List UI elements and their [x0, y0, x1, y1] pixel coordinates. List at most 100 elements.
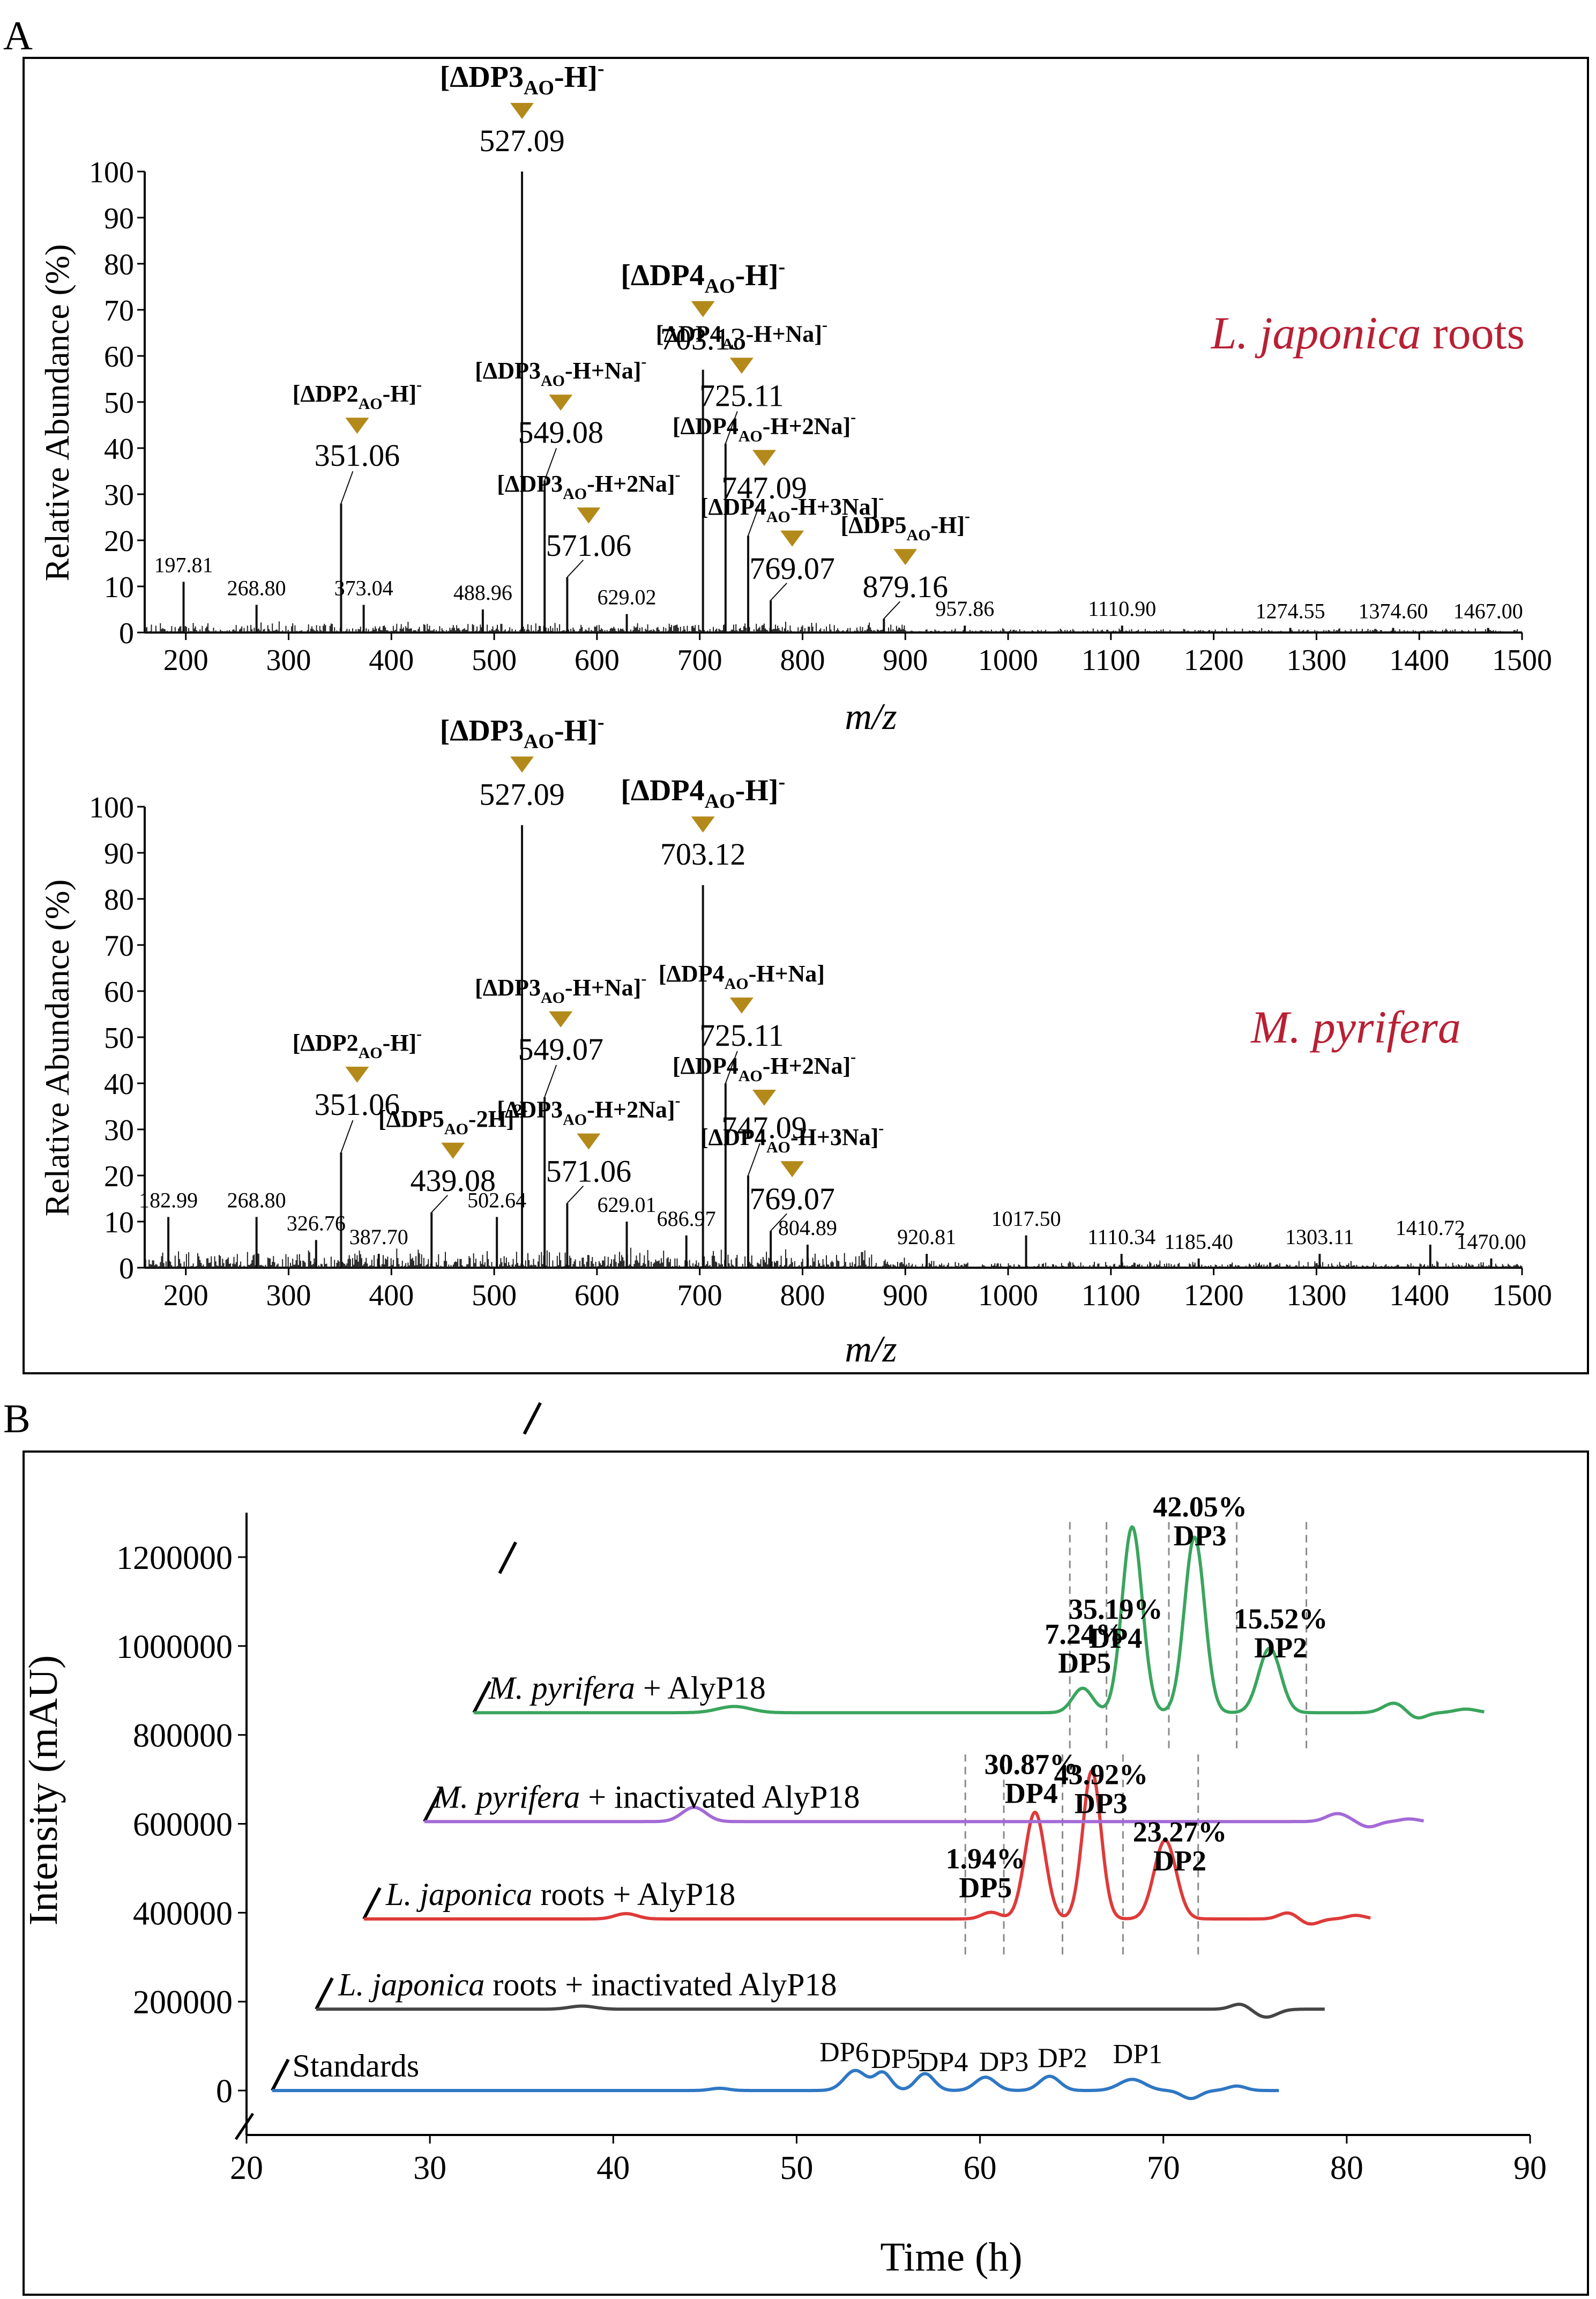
peak-mz-label: 1410.72 [1396, 1216, 1465, 1240]
peak-mz-label: 725.11 [699, 1018, 784, 1053]
noise-baseline [145, 1247, 1523, 1268]
series-label: M. pyrifera + AlyP18 [488, 1670, 766, 1706]
ion-label-main: [ΔDP4 [621, 259, 704, 292]
ion-label-rest: -H] [554, 714, 598, 747]
ion-label-rest: -H] [735, 774, 779, 807]
spectrum-l-japonica: 0 10 20 30 40 50 60 70 80 90 100 200 300 400 500 600 700… [38, 57, 1552, 738]
peak-dp-label: DP5 [1058, 1647, 1111, 1679]
y-tick-label: 50 [104, 1022, 134, 1055]
peak-mz-label: 920.81 [897, 1225, 956, 1249]
ion-label: [ΔDP4AO-H+2Na]- [673, 1048, 856, 1085]
offset-dash-mark [423, 1789, 442, 1822]
ion-marker-icon [780, 1161, 804, 1178]
x-tick-label: 1100 [1082, 1279, 1140, 1312]
x-tick-label: 1400 [1389, 1279, 1449, 1312]
ion-label-sub: AO [906, 526, 930, 544]
y-tick-label: 60 [104, 340, 134, 374]
axis-break-mark [234, 2112, 255, 2140]
peak-dp-label: DP6 [819, 2037, 869, 2067]
ion-marker-icon [510, 103, 534, 119]
ion-label-rest: -H] [735, 259, 779, 292]
ion-label-charge: - [675, 466, 681, 483]
x-axis-title: Time (h) [880, 2235, 1022, 2280]
y-tick-label: 0 [119, 617, 134, 650]
y-tick-label: 0 [216, 2073, 233, 2110]
peak-dp-label: DP3 [1174, 1520, 1227, 1552]
ion-label-charge: - [416, 376, 422, 393]
x-tick-label: 1300 [1286, 644, 1346, 677]
ion-label-sub: AO [359, 395, 383, 413]
y-tick-label: 100 [89, 156, 134, 189]
series-label-rest: Standards [293, 2048, 420, 2084]
peak-mz-label: 879.16 [863, 569, 949, 604]
peak-leader-line [566, 1185, 584, 1204]
peak-mz-label: 527.09 [479, 777, 565, 812]
x-tick-label: 1500 [1492, 644, 1552, 677]
ion-label-sub: AO [705, 790, 735, 813]
peak-percent-label: 30.87% [985, 1749, 1079, 1781]
y-tick-label: 800000 [133, 1718, 233, 1754]
peak-leader-line [770, 1213, 787, 1231]
y-axis-title: Intensity (mAU) [21, 1655, 66, 1925]
peak-mz-label: 571.06 [546, 528, 632, 563]
series-label-rest: + inactivated AlyP18 [580, 1779, 860, 1814]
series-label: L. japonica roots + AlyP18 [385, 1877, 735, 1912]
y-tick-label: 60 [104, 976, 134, 1009]
peak-mz-label: 549.07 [518, 1032, 603, 1067]
peak-percent-label: 35.19% [1069, 1593, 1163, 1625]
y-tick-label: 10 [104, 1206, 134, 1239]
peak-mz-label: 268.80 [227, 1188, 286, 1212]
y-tick-label: 600000 [133, 1807, 233, 1843]
x-tick-label: 400 [369, 644, 414, 677]
y-tick-label: 50 [104, 386, 134, 420]
ion-marker-icon [345, 1067, 369, 1083]
x-tick-label: 1400 [1389, 644, 1449, 677]
peak-leader-line [748, 1143, 760, 1176]
x-tick-label: 300 [266, 644, 311, 677]
peak-mz-label: 725.11 [699, 378, 784, 413]
ion-label: [ΔDP3AO-H+2Na]- [497, 1092, 680, 1129]
series-label-italic: M. pyrifera [433, 1779, 580, 1814]
ion-label: [ΔDP3AO-H]- [440, 57, 605, 99]
y-tick-label: 30 [104, 479, 134, 512]
peak-mz-label: 686.97 [657, 1207, 716, 1231]
peak-leader-line [725, 1051, 738, 1084]
peak-dp-label: DP1 [1113, 2039, 1162, 2070]
ion-label-rest: -H+2Na] [763, 413, 851, 439]
series-label-rest: roots + inactivated AlyP18 [484, 1967, 837, 2002]
peak-leader-line [748, 503, 760, 536]
series-label-italic: L. japonica [385, 1877, 532, 1912]
y-tick-label: 90 [104, 837, 134, 871]
peak-leader-line [566, 560, 584, 578]
peak-leader-line [340, 1120, 354, 1153]
x-tick-label: 1200 [1184, 1279, 1244, 1312]
x-tick-label: 500 [472, 644, 517, 677]
x-tick-label: 70 [1147, 2150, 1180, 2186]
ion-label-main: [ΔDP2 [293, 381, 359, 407]
peak-mz-label: 629.01 [598, 1193, 657, 1217]
ion-label-rest: -H+2Na] [763, 1053, 851, 1079]
peak-mz-label: 1303.11 [1285, 1225, 1354, 1249]
y-tick-label: 200000 [133, 1984, 233, 2021]
peak-dp-label: DP4 [919, 2047, 968, 2078]
ion-label-main: [ΔDP3 [440, 714, 524, 747]
ion-label-charge: - [851, 1048, 856, 1066]
ion-label: [ΔDP4AO-H+3Na]- [700, 489, 884, 526]
ion-label-sub: AO [524, 77, 554, 99]
y-tick-label: 40 [104, 433, 134, 466]
ion-label-main: [ΔDP4 [659, 961, 725, 987]
ion-marker-icon [729, 358, 754, 374]
peak-percent-label: 1.94% [946, 1843, 1026, 1875]
x-tick-label: 80 [1330, 2150, 1363, 2186]
ion-marker-icon [549, 395, 573, 411]
chromatogram-series-line [271, 2069, 1280, 2100]
peak-mz-label: 502.64 [467, 1188, 526, 1212]
ion-label: [ΔDP4AO-H+2Na]- [673, 408, 856, 445]
x-tick-label: 90 [1513, 2150, 1547, 2186]
spectrum-title: L. japonica roots [1210, 307, 1525, 359]
offset-dash-mark [472, 1680, 491, 1714]
offset-dash-mark [523, 1402, 542, 1435]
peak-dp-label: DP5 [959, 1872, 1012, 1904]
peak-dp-label: DP2 [1038, 2043, 1087, 2073]
